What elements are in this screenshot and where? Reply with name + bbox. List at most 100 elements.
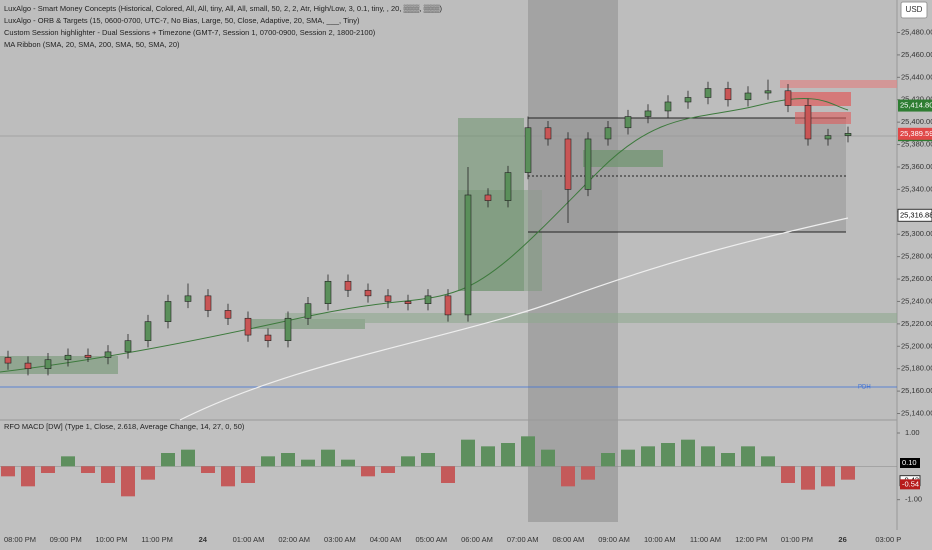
x-tick-label: 26 <box>838 535 846 544</box>
histogram-bar <box>141 466 155 480</box>
y-tick-label: 25,400.00 <box>901 117 932 126</box>
candle-body <box>284 317 292 341</box>
indicator-list: LuxAlgo - Smart Money Concepts (Historic… <box>4 4 443 431</box>
histogram-bar <box>701 446 715 467</box>
x-tick-label: 01:00 AM <box>233 535 265 544</box>
histogram-bar <box>581 466 595 480</box>
candle-body <box>224 310 232 319</box>
y-tick-label: 25,220.00 <box>901 319 932 328</box>
x-tick-label: 10:00 AM <box>644 535 676 544</box>
x-tick-label: 08:00 AM <box>553 535 585 544</box>
x-tick-label: 09:00 AM <box>598 535 630 544</box>
y-tick-label: 25,260.00 <box>901 274 932 283</box>
supply-zone <box>795 112 851 124</box>
candle-body <box>564 138 572 190</box>
candle-body <box>584 138 592 190</box>
histogram-bar <box>601 453 615 467</box>
histogram-bar <box>261 456 275 467</box>
histogram-bar <box>341 459 355 467</box>
candle-body <box>264 334 272 341</box>
oscillator-title: RFO MACD [DW] (Type 1, Close, 2.618, Ave… <box>4 422 245 431</box>
ma-line <box>179 217 849 421</box>
indicator: MA Ribbon (SMA, 20, SMA, 200, SMA, 50, S… <box>4 40 180 49</box>
histogram-bar <box>381 466 395 473</box>
histogram-bar <box>361 466 375 477</box>
histogram-bar <box>721 453 735 467</box>
y-tick-label: -1.00 <box>905 495 922 504</box>
histogram-bar <box>81 466 95 473</box>
candle-body <box>304 303 312 319</box>
y-tick-label: 25,140.00 <box>901 409 932 418</box>
histogram-bar <box>401 456 415 467</box>
price-badge <box>897 208 932 222</box>
histogram-bar <box>41 466 55 473</box>
histogram-bar <box>561 466 575 487</box>
y-tick-label: 25,420.00 <box>901 95 932 104</box>
candle-body <box>384 295 392 302</box>
candle-body <box>724 88 732 101</box>
ma-line <box>0 98 849 373</box>
histogram-bar <box>541 449 555 467</box>
x-tick-label: 12:00 PM <box>735 535 767 544</box>
candle-body <box>684 97 692 103</box>
range-box <box>528 118 846 232</box>
supply-zone <box>780 80 897 88</box>
candle-body <box>144 321 152 341</box>
candle-body <box>764 90 772 94</box>
candle-body <box>484 194 492 201</box>
x-tick-label: 11:00 AM <box>690 535 721 544</box>
histogram-bar <box>241 466 255 483</box>
histogram-bar <box>221 466 235 487</box>
candle-body <box>544 127 552 140</box>
histogram-bar <box>821 466 835 487</box>
candle-body <box>644 110 652 117</box>
x-tick-label: 03:00 P <box>875 535 901 544</box>
x-tick-label: 02:00 AM <box>278 535 310 544</box>
x-tick-label: 24 <box>199 535 208 544</box>
price-badge-label: 25,389.59 <box>900 129 932 138</box>
histogram-bar <box>481 446 495 467</box>
price-badge <box>898 99 932 112</box>
price-badge-label: 25,414.80 <box>900 101 932 110</box>
x-tick-label: 11:00 PM <box>141 535 173 544</box>
candle-body <box>364 289 372 297</box>
candle-body <box>464 194 472 316</box>
y-tick-label: 25,300.00 <box>901 229 932 238</box>
y-tick-label: 25,280.00 <box>901 252 932 261</box>
x-tick-label: 05:00 AM <box>415 535 447 544</box>
histogram-bar <box>501 443 515 467</box>
candle-body <box>664 101 672 112</box>
y-tick-label: 25,460.00 <box>901 50 932 59</box>
x-tick-label: 01:00 PM <box>781 535 813 544</box>
candle-body <box>44 359 52 369</box>
currency-button[interactable] <box>900 1 928 19</box>
value-badge <box>900 479 920 490</box>
histogram-bar <box>61 456 75 467</box>
histogram-bar <box>281 453 295 467</box>
candle-body <box>504 172 512 201</box>
candle-body <box>604 127 612 140</box>
x-tick-label: 10:00 PM <box>95 535 127 544</box>
x-tick-label: 04:00 AM <box>370 535 402 544</box>
indicator: LuxAlgo - Smart Money Concepts (Historic… <box>4 4 443 13</box>
price-badge <box>898 127 932 140</box>
y-tick-label: 1.00 <box>905 428 920 437</box>
x-tick-label: 06:00 AM <box>461 535 493 544</box>
histogram-bar <box>201 466 215 473</box>
session-highlight <box>528 0 618 522</box>
histogram-bar <box>741 446 755 467</box>
histogram-bar <box>301 459 315 467</box>
x-tick-label: 03:00 AM <box>324 535 356 544</box>
candle-body <box>164 301 172 322</box>
histogram-bar <box>521 436 535 467</box>
candle-body <box>24 362 32 369</box>
candle-body <box>204 295 212 311</box>
value-badge <box>900 458 920 468</box>
currency[interactable]: USD <box>906 5 923 14</box>
histogram-bar <box>421 453 435 467</box>
candle-body <box>4 357 12 364</box>
candle-body <box>744 92 752 101</box>
x-tick-label: 08:00 PM <box>4 535 36 544</box>
